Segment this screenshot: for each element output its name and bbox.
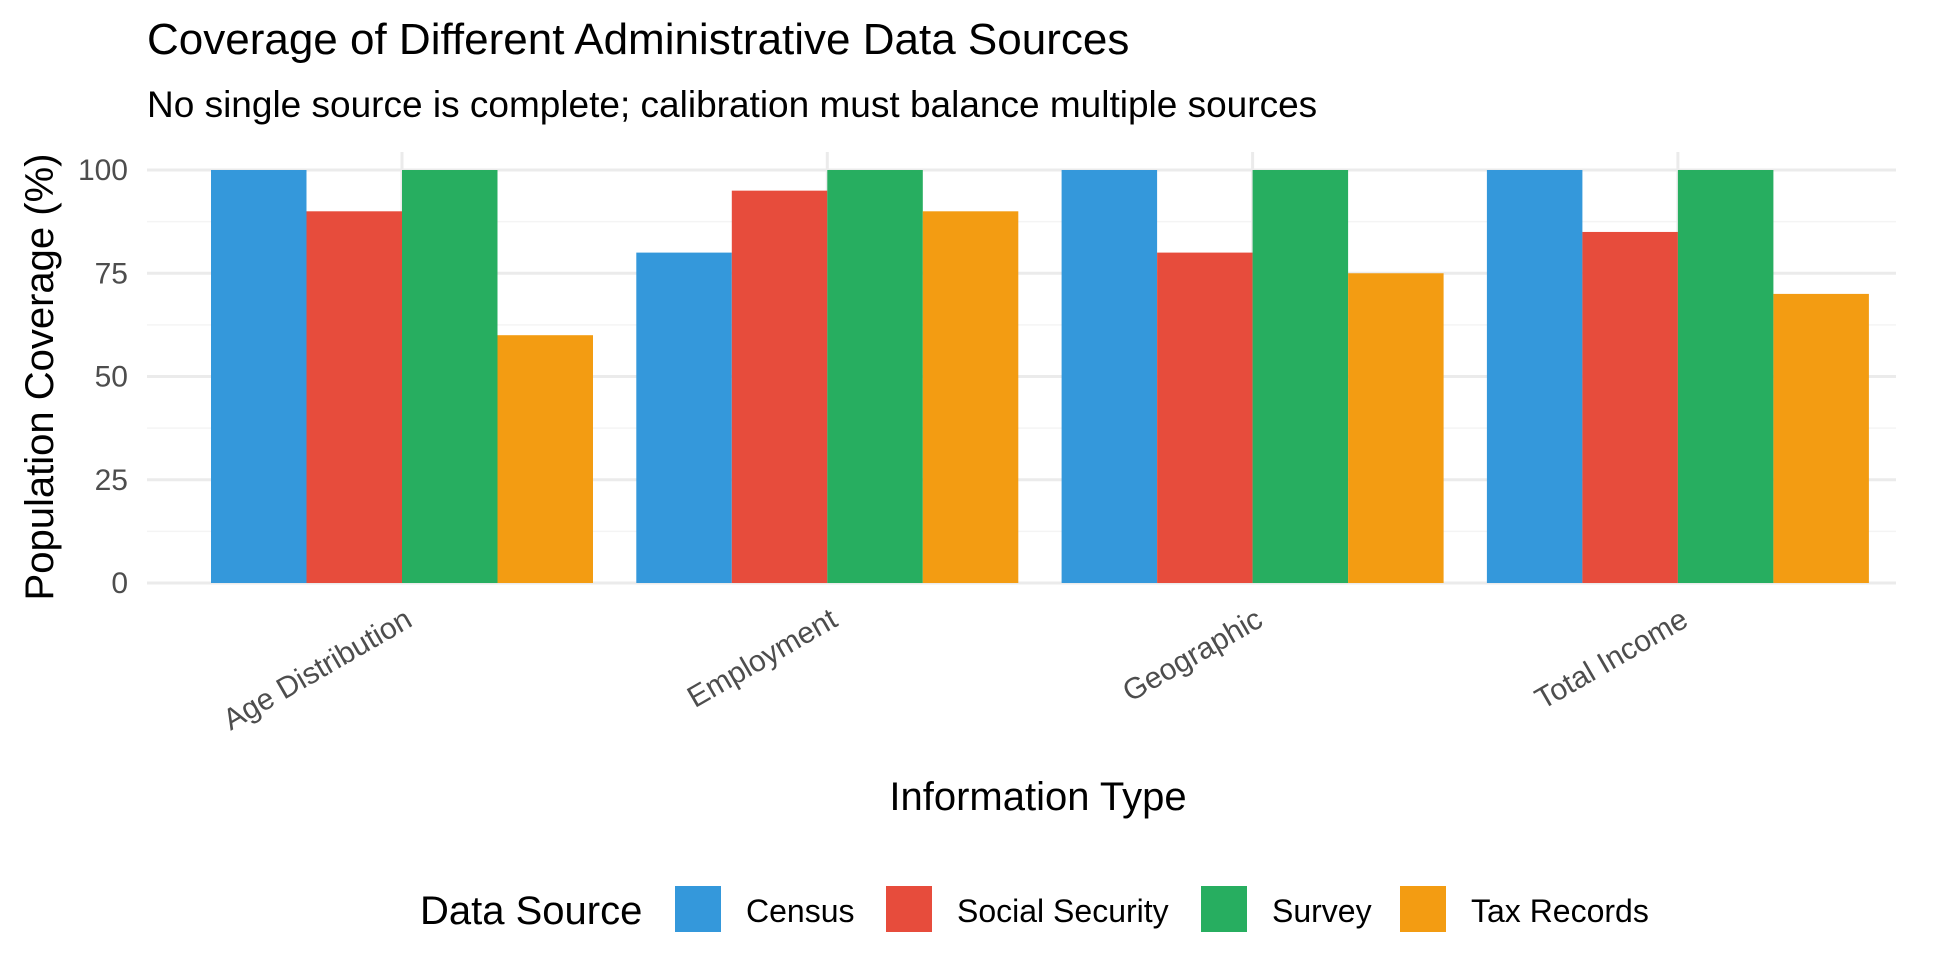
bar xyxy=(1773,293,1869,583)
legend-label: Tax Records xyxy=(1471,893,1649,929)
bar xyxy=(1061,170,1158,583)
legend-item: Census xyxy=(675,886,855,932)
bar xyxy=(1582,231,1678,583)
bar xyxy=(497,335,593,583)
y-axis-tick-labels: 0 25 50 75 100 xyxy=(78,154,128,600)
legend-label: Census xyxy=(746,893,855,929)
x-axis-title: Information Type xyxy=(889,775,1186,819)
legend-item: Tax Records xyxy=(1400,886,1649,932)
x-tick-label: Total Income xyxy=(1530,602,1694,716)
bar xyxy=(402,170,498,583)
legend-key xyxy=(1201,886,1247,932)
x-axis-tick-labels: Age Distribution Employment Geographic Tota… xyxy=(218,602,1694,737)
bar xyxy=(1252,170,1349,583)
x-tick-label: Age Distribution xyxy=(218,602,418,736)
legend-item: Social Security xyxy=(886,886,1169,932)
legend-key xyxy=(1400,886,1446,932)
bar xyxy=(211,170,307,583)
chart-title: Coverage of Different Administrative Dat… xyxy=(147,15,1129,64)
y-tick-label: 25 xyxy=(95,464,128,497)
bar xyxy=(306,211,402,584)
y-tick-label: 100 xyxy=(78,154,128,187)
y-tick-label: 0 xyxy=(111,567,128,600)
y-tick-label: 75 xyxy=(95,257,128,290)
y-tick-label: 50 xyxy=(95,361,128,394)
legend-title: Data Source xyxy=(420,889,642,933)
legend-items: Census Social Security Survey Tax Records xyxy=(675,886,1649,932)
legend-item: Survey xyxy=(1201,886,1372,932)
legend-key xyxy=(886,886,932,932)
bar xyxy=(636,252,732,583)
x-tick-label: Geographic xyxy=(1117,602,1268,708)
legend-label: Survey xyxy=(1272,893,1372,929)
bar xyxy=(1677,170,1774,583)
bar xyxy=(922,211,1019,584)
chart-subtitle: No single source is complete; calibratio… xyxy=(147,84,1317,125)
legend: Data Source Census Social Security Survey T… xyxy=(420,886,1649,933)
bar xyxy=(1486,170,1583,583)
bar xyxy=(731,190,828,583)
x-tick-label: Employment xyxy=(682,602,843,714)
y-axis-title: Population Coverage (%) xyxy=(18,154,62,601)
legend-label: Social Security xyxy=(957,893,1169,929)
bar xyxy=(1157,252,1253,583)
bars xyxy=(211,170,1869,584)
bar xyxy=(827,170,923,583)
bar xyxy=(1348,273,1444,583)
legend-key xyxy=(675,886,721,932)
